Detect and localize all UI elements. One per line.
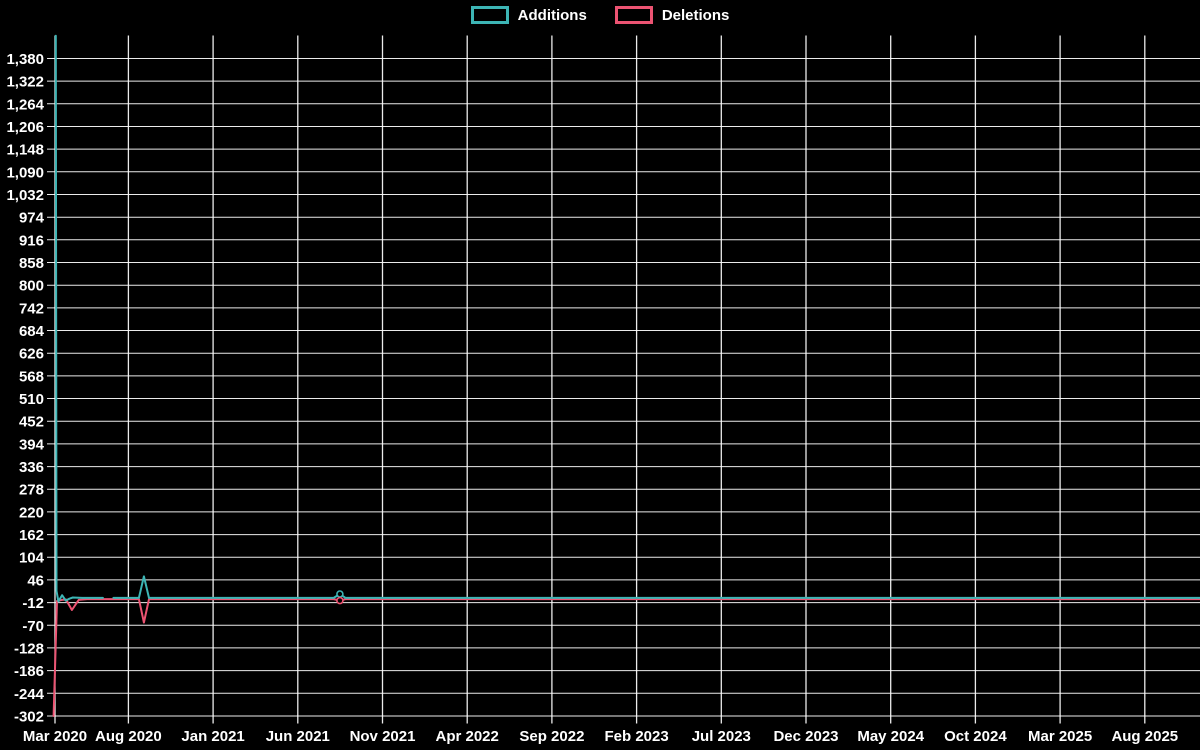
legend-item-deletions[interactable]: Deletions <box>614 6 730 24</box>
x-axis-tick-label: Apr 2022 <box>436 728 499 745</box>
deletions-legend-swatch <box>614 6 653 24</box>
y-axis-tick-label: 510 <box>19 391 44 408</box>
additions-legend-label: Additions <box>517 6 587 24</box>
y-axis-tick-label: -244 <box>14 686 45 703</box>
x-axis-tick-label: Nov 2021 <box>350 728 416 745</box>
y-axis-tick-label: -302 <box>14 709 44 726</box>
x-axis-tick-label: Aug 2025 <box>1111 728 1178 745</box>
deletions-legend-label: Deletions <box>661 6 730 24</box>
y-axis-tick-label: 974 <box>19 210 45 227</box>
y-axis-tick-label: 800 <box>19 278 44 295</box>
deletions-line <box>52 598 1200 717</box>
x-axis-tick-label: Jan 2021 <box>181 728 244 745</box>
x-axis-tick-label: Oct 2024 <box>944 728 1007 745</box>
legend-item-additions[interactable]: Additions <box>470 6 587 24</box>
y-axis-tick-label: 1,148 <box>6 142 44 159</box>
x-axis-tick-label: Aug 2020 <box>95 728 162 745</box>
y-axis-tick-label: 684 <box>19 323 45 340</box>
y-axis-tick-label: 568 <box>19 368 44 385</box>
chart-legend: Additions Deletions <box>0 6 1200 24</box>
y-axis-tick-label: -12 <box>22 595 44 612</box>
y-axis-tick-label: 742 <box>19 300 44 317</box>
y-axis-tick-label: 1,032 <box>6 187 44 204</box>
y-axis-tick-label: 278 <box>19 482 44 499</box>
x-axis-tick-label: Sep 2022 <box>519 728 584 745</box>
y-axis-tick-label: 162 <box>19 527 44 544</box>
x-axis-tick-label: Dec 2023 <box>773 728 838 745</box>
y-axis-tick-label: 1,264 <box>6 96 44 113</box>
additions-point-marker <box>336 590 344 598</box>
y-axis-tick-label: 1,322 <box>6 74 44 91</box>
y-axis-tick-label: 916 <box>19 232 44 249</box>
x-axis-tick-label: Jul 2023 <box>692 728 751 745</box>
y-axis-tick-label: 104 <box>19 550 45 567</box>
x-axis-tick-label: Mar 2020 <box>23 728 87 745</box>
y-axis-tick-label: -128 <box>14 640 44 657</box>
y-axis-tick-label: 1,090 <box>6 164 44 181</box>
y-axis-tick-label: -186 <box>14 663 44 680</box>
y-axis-tick-label: 452 <box>19 414 44 431</box>
y-axis-tick-label: 626 <box>19 346 44 363</box>
x-axis-tick-label: Mar 2025 <box>1028 728 1092 745</box>
y-axis-tick-label: 1,206 <box>6 119 44 136</box>
y-axis-tick-label: 46 <box>27 572 44 589</box>
additions-line <box>54 34 104 603</box>
y-axis-tick-label: 1,380 <box>6 51 44 68</box>
deletions-point-marker <box>336 596 344 605</box>
y-axis-tick-label: 220 <box>19 504 44 521</box>
y-axis-tick-label: 858 <box>19 255 44 272</box>
x-axis-tick-label: Feb 2023 <box>604 728 668 745</box>
additions-legend-swatch <box>470 6 509 24</box>
y-axis-tick-label: 394 <box>19 436 45 453</box>
y-axis-tick-label: -70 <box>22 618 44 635</box>
x-axis-tick-label: May 2024 <box>857 728 924 745</box>
additions-line <box>112 575 1200 599</box>
y-axis-tick-label: 336 <box>19 459 44 476</box>
x-axis-tick-label: Jun 2021 <box>266 728 330 745</box>
